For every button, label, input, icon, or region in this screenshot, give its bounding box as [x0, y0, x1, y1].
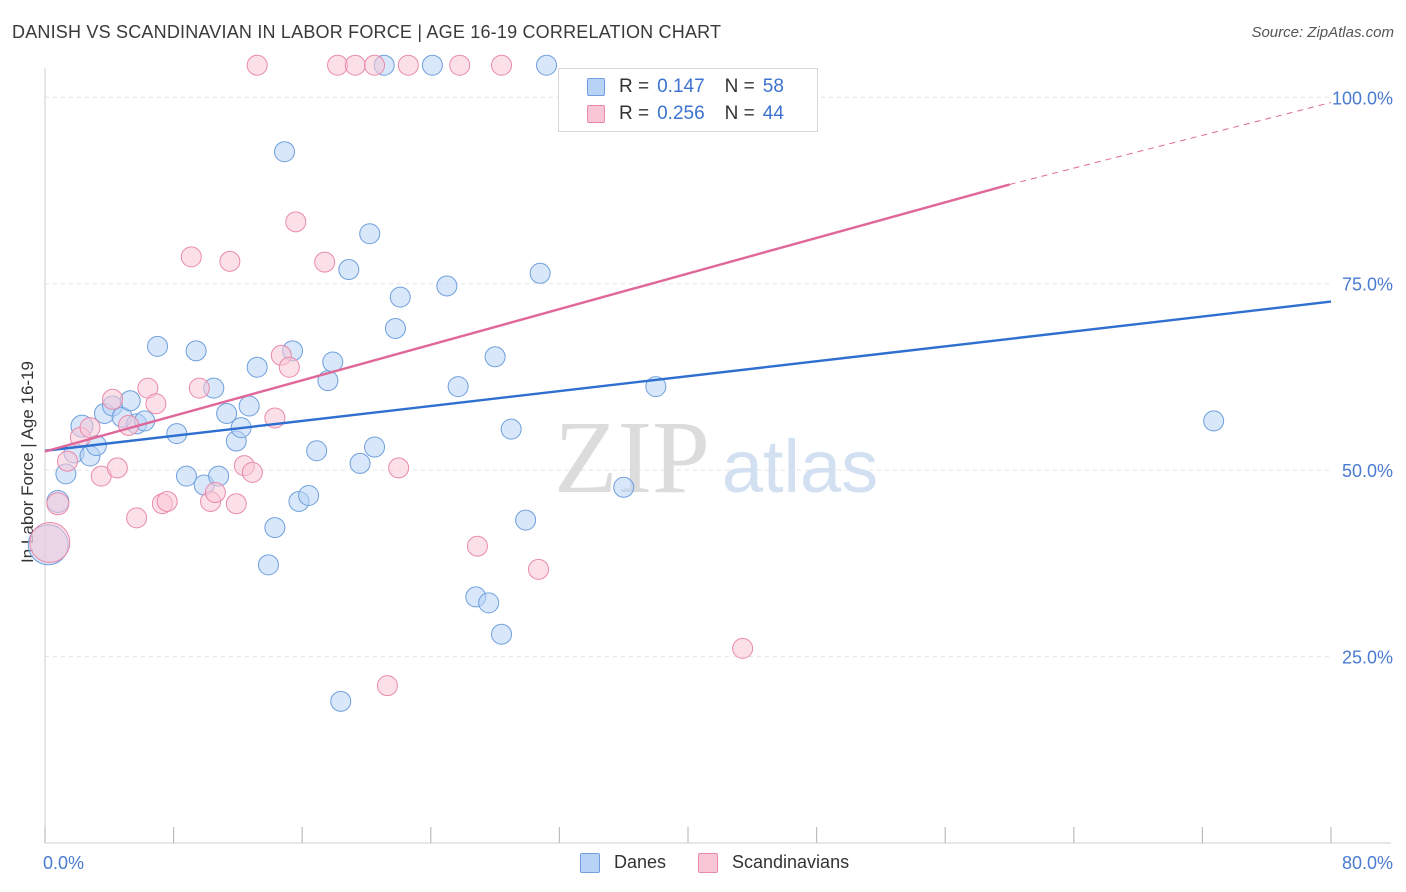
- point-danes: [264, 517, 286, 539]
- point-danes: [536, 54, 558, 76]
- point-danes: [613, 476, 635, 498]
- point-scandinavians: [327, 54, 349, 76]
- point-scandinavians: [528, 558, 550, 580]
- point-danes: [364, 436, 386, 458]
- stats-legend: R = 0.147 N = 58 R = 0.256 N = 44: [558, 68, 818, 132]
- axes: [44, 68, 1391, 844]
- chart-title: DANISH VS SCANDINAVIAN IN LABOR FORCE | …: [12, 22, 722, 42]
- legend-r-label: R =: [619, 103, 650, 124]
- point-danes: [185, 340, 207, 362]
- x-tick-label: 80.0%: [1342, 853, 1393, 873]
- point-scandinavians: [285, 211, 307, 233]
- point-danes: [359, 223, 381, 245]
- legend-swatch-danes: [580, 852, 600, 873]
- point-scandinavians: [106, 457, 128, 479]
- point-scandinavians: [180, 246, 202, 268]
- point-danes: [175, 465, 197, 487]
- point-danes: [447, 376, 469, 398]
- point-danes: [436, 275, 458, 297]
- legend-item-scandinavians[interactable]: Scandinavians: [698, 852, 849, 873]
- point-danes: [500, 418, 522, 440]
- point-scandinavians: [57, 450, 79, 472]
- legend-swatch-danes: [587, 78, 605, 96]
- point-scandinavians: [145, 393, 167, 415]
- legend-n-label: N =: [724, 103, 755, 124]
- point-danes: [306, 440, 328, 462]
- point-danes: [238, 395, 260, 417]
- point-scandinavians: [732, 637, 754, 659]
- tick-labels: 25.0% 50.0% 75.0% 100.0% 0.0% 80.0%: [43, 88, 1393, 873]
- legend-label-scandinavians: Scandinavians: [732, 852, 850, 872]
- legend-row-scandinavians: R = 0.256 N = 44: [587, 102, 784, 126]
- point-scandinavians: [46, 492, 70, 516]
- legend-r-label: R =: [619, 76, 650, 97]
- trendline-scandinavians: [44, 183, 1010, 453]
- point-danes: [330, 690, 352, 712]
- point-danes: [119, 390, 141, 412]
- trendlines: [44, 102, 1332, 453]
- point-danes: [257, 554, 279, 576]
- legend-n-value: 44: [762, 103, 784, 124]
- legend-swatch-scandinavians: [698, 852, 718, 873]
- point-danes: [484, 346, 506, 368]
- y-tick-label: 75.0%: [1342, 275, 1393, 295]
- x-tick-label: 0.0%: [43, 853, 84, 873]
- point-scandinavians: [225, 493, 247, 515]
- point-scandinavians: [204, 482, 226, 504]
- point-scandinavians: [314, 251, 336, 273]
- y-tick-label: 100.0%: [1332, 88, 1393, 108]
- legend-item-danes[interactable]: Danes: [580, 852, 666, 873]
- point-scandinavians: [79, 417, 101, 439]
- series-legend: Danes Scandinavians: [0, 852, 1406, 876]
- point-scandinavians: [397, 54, 419, 76]
- y-tick-label: 25.0%: [1342, 648, 1393, 668]
- legend-r-value: 0.147: [657, 76, 705, 97]
- data-points: [27, 54, 1225, 712]
- point-scandinavians: [491, 54, 513, 76]
- point-danes: [421, 54, 443, 76]
- point-scandinavians: [364, 54, 386, 76]
- point-danes: [384, 317, 406, 339]
- point-scandinavians: [29, 521, 71, 563]
- point-danes: [274, 141, 296, 163]
- legend-label-danes: Danes: [614, 852, 667, 872]
- legend-row-danes: R = 0.147 N = 58: [587, 75, 784, 99]
- legend-n-label: N =: [724, 76, 755, 97]
- point-scandinavians: [156, 490, 178, 512]
- point-danes: [529, 262, 551, 284]
- point-scandinavians: [376, 675, 398, 697]
- point-scandinavians: [126, 507, 148, 529]
- trendline-scandinavians-extension: [1009, 102, 1332, 186]
- point-scandinavians: [102, 388, 124, 410]
- point-danes: [349, 452, 371, 474]
- point-scandinavians: [219, 250, 241, 272]
- point-danes: [298, 484, 320, 506]
- point-scandinavians: [466, 535, 488, 557]
- point-scandinavians: [278, 356, 300, 378]
- point-danes: [147, 335, 169, 357]
- point-danes: [216, 402, 238, 424]
- point-danes: [389, 286, 411, 308]
- point-scandinavians: [449, 54, 471, 76]
- legend-n-value: 58: [762, 76, 784, 97]
- point-danes: [491, 623, 513, 645]
- point-danes: [1203, 410, 1225, 432]
- watermark-atlas: atlas: [722, 425, 878, 508]
- point-scandinavians: [388, 457, 410, 479]
- point-scandinavians: [188, 377, 210, 399]
- point-danes: [246, 356, 268, 378]
- watermark-zip: ZIP: [554, 400, 710, 515]
- point-scandinavians: [241, 461, 263, 483]
- point-danes: [338, 259, 360, 281]
- point-danes: [515, 509, 537, 531]
- point-scandinavians: [344, 54, 366, 76]
- point-danes: [478, 592, 500, 614]
- legend-r-value: 0.256: [657, 103, 705, 124]
- legend-swatch-scandinavians: [587, 105, 605, 123]
- trendline-danes: [44, 300, 1332, 452]
- point-scandinavians: [246, 54, 268, 76]
- y-tick-label: 50.0%: [1342, 461, 1393, 481]
- source-label: Source: ZipAtlas.com: [1251, 24, 1394, 41]
